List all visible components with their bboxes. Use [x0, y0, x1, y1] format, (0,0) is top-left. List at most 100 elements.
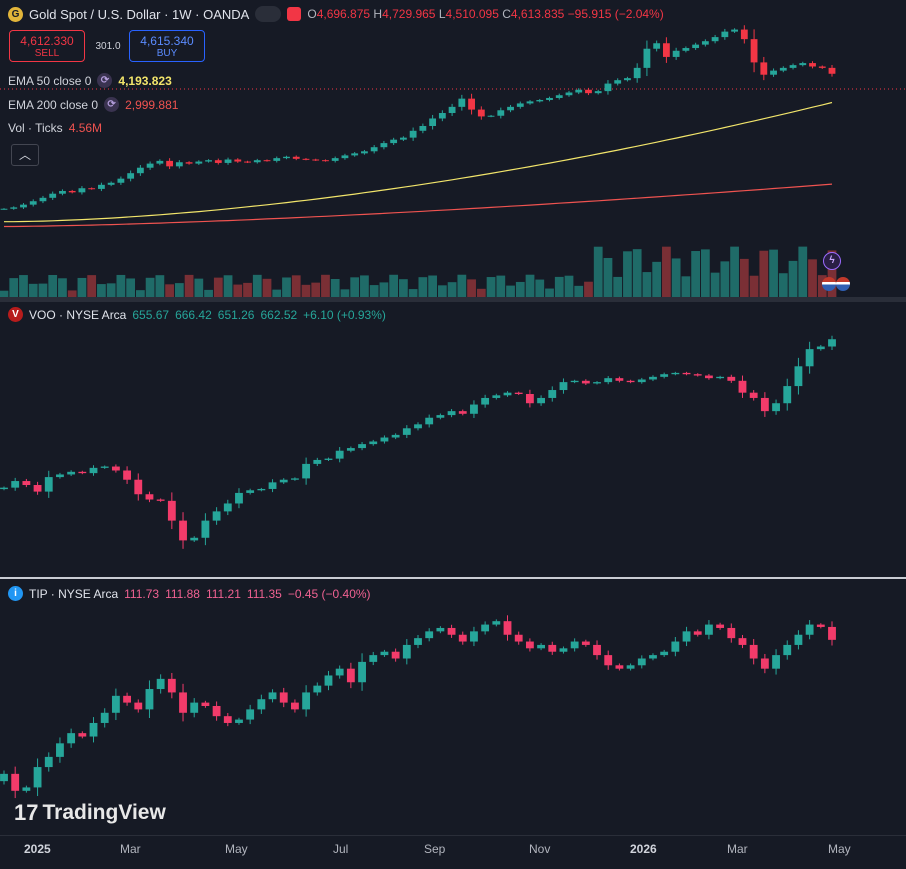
gold-candles-plot[interactable]	[0, 0, 906, 297]
ema50-legend[interactable]: EMA 50 close 0 ⟳ 4,193.823	[8, 73, 172, 88]
candle-body	[399, 137, 407, 140]
pane-separator[interactable]	[0, 577, 906, 579]
volume-bar	[116, 274, 126, 297]
candle-body	[789, 65, 797, 68]
candle-body	[279, 479, 288, 483]
candle-body	[185, 162, 193, 164]
tip-symbol-icon: i	[8, 586, 23, 601]
candle-body	[477, 109, 485, 117]
candle-body	[223, 503, 232, 512]
candle-body	[341, 155, 349, 159]
candle-body	[585, 89, 592, 94]
candle-body	[212, 511, 221, 521]
candle-body	[740, 29, 748, 40]
volume-bar	[291, 275, 301, 297]
tip-candles-plot[interactable]	[0, 581, 906, 835]
candle-body	[682, 372, 691, 375]
volume-bar	[389, 274, 399, 297]
volume-bar	[545, 288, 554, 297]
refresh-icon[interactable]: ⟳	[97, 73, 113, 88]
candle-body	[302, 692, 311, 710]
candle-body	[721, 31, 729, 38]
candle-body	[56, 474, 64, 478]
tip-change: −0.45 (−0.40%)	[287, 586, 371, 601]
chevron-up-icon[interactable]: ︿	[11, 144, 39, 166]
voo-candles-plot[interactable]	[0, 302, 906, 576]
time-axis[interactable]: 2025 Mar May Jul Sep Nov 2026 Mar May	[0, 835, 906, 869]
candle-body	[263, 160, 271, 162]
candle-body	[682, 48, 690, 51]
volume-bar	[184, 274, 194, 297]
volume-bar	[58, 278, 67, 297]
candle-body	[156, 499, 165, 501]
refresh-icon[interactable]: ⟳	[104, 97, 120, 112]
candle-body	[0, 487, 8, 490]
voo-chart-pane[interactable]: V VOO · NYSE Arca 655.67 666.42 651.26 6…	[0, 302, 906, 576]
candle-body	[692, 44, 700, 49]
tip-chart-pane[interactable]: i TIP · NYSE Arca 111.73 111.88 111.21 1…	[0, 581, 906, 835]
candle-body	[313, 459, 322, 464]
volume-legend[interactable]: Vol · Ticks 4.56M	[8, 121, 102, 135]
volume-bar	[778, 273, 788, 297]
candle-body	[536, 100, 544, 102]
candle-body	[56, 743, 64, 757]
compare-icon[interactable]	[287, 7, 302, 21]
candle-body	[235, 492, 243, 504]
candle-body	[662, 43, 670, 57]
voo-title[interactable]: VOO · NYSE Arca	[29, 307, 127, 322]
volume-bar	[691, 251, 701, 297]
candle-body	[244, 161, 251, 163]
volume-bar	[623, 251, 632, 297]
sell-button[interactable]: 4,612.330 SELL	[9, 30, 85, 62]
tradingview-logo-icon: 17	[14, 800, 39, 825]
volume-bar	[213, 277, 223, 297]
candle-body	[671, 372, 680, 375]
tip-title[interactable]: TIP · NYSE Arca	[29, 586, 119, 601]
candle-body	[575, 89, 583, 93]
candle-body	[33, 767, 42, 788]
candle-body	[614, 80, 622, 84]
candle-body	[514, 392, 523, 394]
volume-bar	[827, 250, 837, 297]
gold-chart-pane[interactable]: G Gold Spot / U.S. Dollar · 1W · OANDA O…	[0, 0, 906, 297]
tradingview-logo[interactable]: 17 TradingView	[14, 800, 166, 826]
candle-body	[22, 787, 31, 791]
candle-body	[283, 156, 290, 159]
candle-body	[447, 627, 456, 635]
candle-body	[438, 113, 446, 119]
volume-bar	[535, 279, 545, 297]
candle-body	[458, 411, 467, 414]
candle-body	[402, 644, 411, 659]
x-tick-label: Jul	[333, 842, 349, 856]
buy-button[interactable]: 4,615.340 BUY	[129, 30, 205, 62]
chart-style-toggle-icon[interactable]	[255, 6, 282, 22]
candle-body	[809, 63, 816, 67]
candle-body	[49, 193, 57, 198]
candle-body	[0, 208, 8, 210]
volume-bar	[506, 285, 515, 297]
candle-body	[190, 537, 199, 541]
candle-body	[223, 716, 232, 723]
pane-separator[interactable]	[0, 297, 906, 302]
volume-bar	[165, 284, 174, 297]
candle-body	[380, 651, 389, 656]
candle-body	[555, 95, 563, 98]
candle-body	[548, 644, 557, 652]
x-tick-label: Mar	[727, 842, 748, 856]
volume-bar	[808, 259, 817, 297]
ema200-legend[interactable]: EMA 200 close 0 ⟳ 2,999.881	[8, 97, 178, 112]
lightning-icon[interactable]: ϟ	[823, 252, 841, 270]
gold-title[interactable]: Gold Spot / U.S. Dollar · 1W · OANDA	[29, 6, 250, 22]
voo-open: 655.67	[132, 307, 170, 322]
candle-body	[660, 651, 669, 656]
candle-body	[33, 485, 42, 492]
candle-body	[39, 197, 47, 202]
candle-body	[291, 702, 299, 710]
volume-bar	[788, 260, 798, 297]
candle-body	[799, 63, 807, 66]
candle-body	[201, 520, 210, 538]
candle-body	[779, 67, 787, 71]
volume-bar	[496, 275, 506, 297]
volume-bar	[28, 283, 38, 297]
volume-bar	[467, 279, 476, 297]
